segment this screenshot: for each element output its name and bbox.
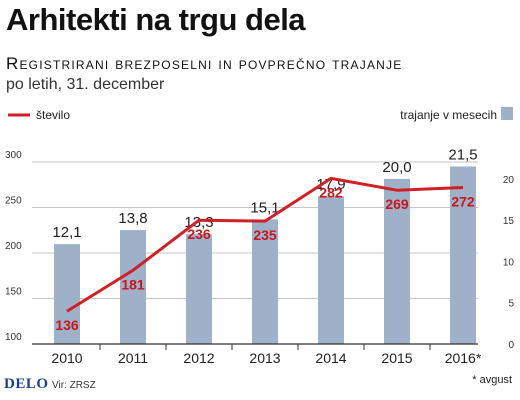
bar-value-label: 21,5 <box>448 147 477 164</box>
x-tick-label: 2015 <box>381 350 412 366</box>
y-right-tick-label: 0 <box>508 340 514 351</box>
legend-bar-label: trajanje v mesecih <box>400 108 497 122</box>
line-value-label: 236 <box>187 226 211 242</box>
y-right-tick-label: 5 <box>508 299 514 310</box>
bar-value-label: 13,8 <box>118 210 147 227</box>
line-value-label: 181 <box>121 276 145 292</box>
bar <box>120 230 146 344</box>
legend-line-label: število <box>36 108 70 122</box>
y-right-tick-label: 15 <box>503 216 515 227</box>
x-tick-label: 2016* <box>445 350 482 366</box>
line-value-label: 269 <box>385 196 409 212</box>
x-tick-label: 2014 <box>315 350 346 366</box>
chart-subtitle: Registrirani brezposelni in povprečno tr… <box>6 54 403 73</box>
delo-logo: DELO <box>4 376 49 392</box>
line-value-label: 282 <box>319 184 343 200</box>
y-right-tick-label: 20 <box>503 175 515 186</box>
bar <box>318 196 344 344</box>
source-note: Vir: ZRSZ <box>52 380 96 391</box>
y-left-tick-label: 300 <box>5 150 22 161</box>
bar <box>186 234 212 344</box>
chart-subtitle-detail: po letih, 31. december <box>6 76 165 93</box>
y-left-tick-label: 150 <box>5 287 22 298</box>
bar-value-label: 15,1 <box>250 199 279 216</box>
x-tick-label: 2013 <box>249 350 280 366</box>
footnote: * avgust <box>472 374 512 386</box>
bar <box>54 244 80 344</box>
y-left-tick-label: 200 <box>5 241 22 252</box>
line-series <box>66 176 464 313</box>
x-tick-label: 2012 <box>183 350 214 366</box>
bar-value-label: 20,0 <box>382 159 411 176</box>
chart-title: Arhitekti na trgu dela <box>6 2 306 37</box>
bar <box>252 219 278 344</box>
line-value-label: 272 <box>451 193 475 209</box>
line-value-label: 136 <box>55 317 79 333</box>
x-tick-label: 2010 <box>51 350 82 366</box>
y-left-tick-label: 250 <box>5 196 22 207</box>
line-value-label: 235 <box>253 227 277 243</box>
x-tick-label: 2011 <box>118 350 148 366</box>
y-right-tick-label: 10 <box>503 257 515 268</box>
legend-bar-swatch <box>501 107 513 120</box>
bar <box>384 178 410 344</box>
bar-value-label: 12,1 <box>52 224 81 241</box>
y-left-tick-label: 100 <box>5 332 22 343</box>
bar <box>450 166 476 344</box>
